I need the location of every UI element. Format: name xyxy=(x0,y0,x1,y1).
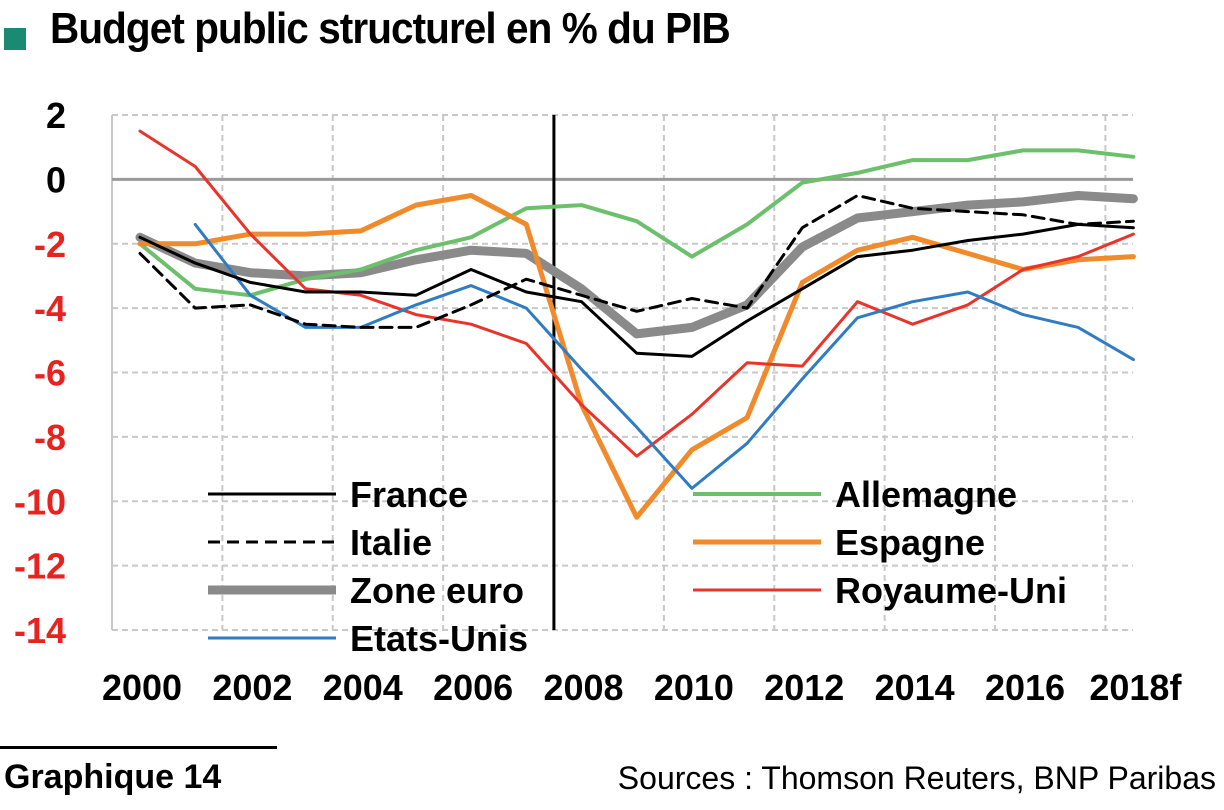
y-tick-label: -4 xyxy=(34,288,66,329)
line-chart: 2 0 -2 -4 -6 -8 -10 -12 -14 2000 2002 2004 2006 2008 2… xyxy=(14,95,1182,708)
axes: 2 0 -2 -4 -6 -8 -10 -12 -14 2000 2002 2004 2006 2008 2… xyxy=(14,95,1182,708)
y-tick-label: -12 xyxy=(14,546,66,587)
y-tick-label: -6 xyxy=(34,353,66,394)
legend: France Allemagne Italie Espagne Zone euro Roy… xyxy=(208,474,1067,659)
x-tick-label: 2004 xyxy=(323,667,403,708)
x-tick-label: 2012 xyxy=(764,667,844,708)
x-tick-label: 2010 xyxy=(654,667,734,708)
series-line-italie xyxy=(138,194,1135,329)
x-tick-label: 2014 xyxy=(875,667,955,708)
series-line-zone-euro xyxy=(135,191,1138,339)
series-line-espagne xyxy=(137,193,1136,520)
x-tick-label: 2016 xyxy=(985,667,1065,708)
y-tick-label: -10 xyxy=(14,481,66,522)
x-tick-label: 2002 xyxy=(212,667,292,708)
title-marker xyxy=(4,28,26,50)
sources-note: Sources : Thomson Reuters, BNP Paribas xyxy=(617,760,1216,796)
figure-label: Graphique 14 xyxy=(4,758,222,796)
legend-label-espagne: Espagne xyxy=(835,522,985,563)
x-tick-label: 2006 xyxy=(433,667,513,708)
series-line-allemagne xyxy=(138,148,1136,298)
y-tick-label: -2 xyxy=(34,224,66,265)
x-tick-label: 2018f xyxy=(1089,667,1182,708)
legend-label-royaume-uni: Royaume-Uni xyxy=(835,570,1067,611)
y-tick-label: 0 xyxy=(46,159,66,200)
legend-label-france: France xyxy=(350,474,468,515)
footer-rule xyxy=(0,746,277,749)
x-tick-label: 2008 xyxy=(543,667,623,708)
y-tick-label: 2 xyxy=(46,95,66,136)
series-line-royaume-uni xyxy=(138,129,1135,458)
legend-label-zone-euro: Zone euro xyxy=(350,570,524,611)
x-tick-label: 2000 xyxy=(102,667,182,708)
series-line-france xyxy=(138,222,1135,358)
series-lines xyxy=(135,129,1138,520)
chart-title: Budget public structurel en % du PIB xyxy=(50,4,731,53)
legend-label-etats-unis: Etats-Unis xyxy=(350,618,528,659)
y-tick-label: -8 xyxy=(34,417,66,458)
y-tick-label: -14 xyxy=(14,610,66,651)
legend-label-allemagne: Allemagne xyxy=(835,474,1017,515)
legend-label-italie: Italie xyxy=(350,522,432,563)
